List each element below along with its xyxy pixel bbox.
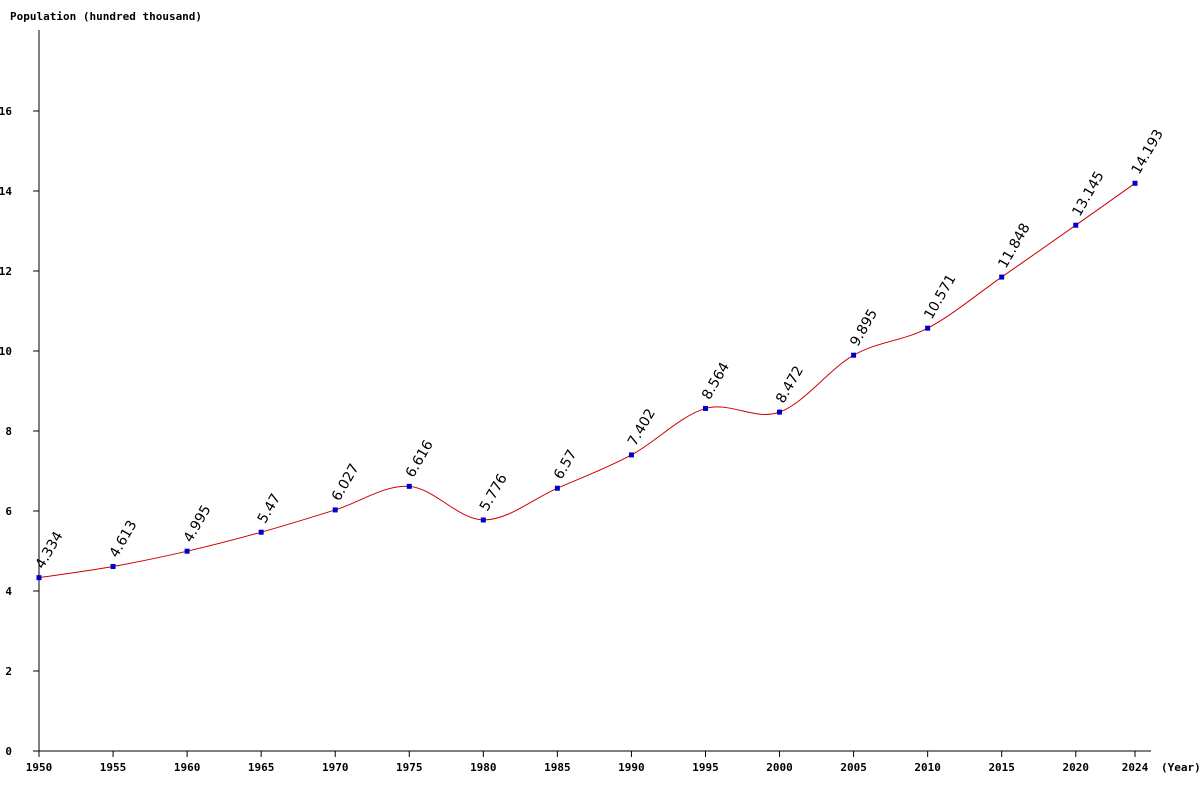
- x-tick-label: 1995: [692, 761, 719, 774]
- x-tick-label: 2010: [914, 761, 941, 774]
- y-tick-label: 0: [5, 745, 12, 758]
- x-tick-label: 2020: [1063, 761, 1090, 774]
- data-point-marker: [406, 483, 412, 489]
- x-tick-label: 1960: [174, 761, 201, 774]
- x-tick-label: 1985: [544, 761, 571, 774]
- data-label: 6.616: [403, 438, 437, 481]
- y-tick-label: 4: [5, 585, 12, 598]
- data-point-marker: [999, 274, 1005, 280]
- data-point-marker: [702, 405, 708, 411]
- data-point-marker: [777, 409, 783, 415]
- y-tick-label: 16: [0, 105, 12, 118]
- data-label: 6.027: [329, 461, 363, 504]
- data-label: 4.995: [181, 502, 215, 545]
- x-tick-label: 1990: [618, 761, 645, 774]
- x-tick-label: 1950: [26, 761, 53, 774]
- data-label: 13.145: [1069, 169, 1107, 219]
- data-label: 8.564: [699, 360, 733, 403]
- data-label: 4.613: [107, 518, 141, 561]
- data-label: 5.47: [255, 491, 284, 526]
- data-label: 5.776: [477, 471, 511, 514]
- x-tick-label: 2005: [840, 761, 867, 774]
- y-tick-label: 8: [5, 425, 12, 438]
- data-labels: 4.334 4.613 4.995 5.47 6.027 6.616 5.776 6.57 7.…: [33, 127, 1167, 572]
- y-tick-label: 6: [5, 505, 12, 518]
- data-label: 11.848: [995, 221, 1033, 271]
- data-label: 14.193: [1129, 127, 1167, 177]
- data-point-marker: [1073, 222, 1079, 228]
- data-point-marker: [925, 325, 931, 331]
- x-tick-label: 1980: [470, 761, 497, 774]
- x-tick-label: 1970: [322, 761, 349, 774]
- x-tick-label: 2015: [988, 761, 1015, 774]
- data-label: 7.402: [625, 406, 659, 449]
- series-line: [38, 182, 1136, 579]
- data-label: 9.895: [847, 306, 881, 349]
- data-point-marker: [554, 485, 560, 491]
- data-point-marker: [851, 352, 857, 358]
- x-tick-label: 1965: [248, 761, 275, 774]
- x-ticks: 1950 1955 1960 1965 1970 1975 1980 1985 1990 1995…: [26, 751, 1149, 774]
- data-point-marker: [258, 529, 264, 535]
- data-label: 6.57: [551, 447, 580, 482]
- x-tick-label: 1975: [396, 761, 423, 774]
- data-label: 10.571: [921, 272, 959, 322]
- y-tick-label: 12: [0, 265, 12, 278]
- x-axis-title: (Year): [1161, 761, 1200, 774]
- data-point-marker: [1132, 180, 1138, 186]
- y-tick-label: 14: [0, 185, 12, 198]
- data-point-marker: [628, 452, 634, 458]
- y-tick-label: 10: [0, 345, 12, 358]
- x-tick-label: 2024: [1122, 761, 1149, 774]
- x-tick-label: 2000: [766, 761, 793, 774]
- y-axis-title: Population (hundred thousand): [10, 10, 202, 23]
- y-tick-label: 2: [5, 665, 12, 678]
- x-tick-label: 1955: [100, 761, 127, 774]
- data-point-marker: [110, 563, 116, 569]
- data-markers: [36, 180, 1138, 581]
- data-point-marker: [332, 507, 338, 513]
- y-ticks: 0 2 4 6 8 10 12 14 16: [0, 105, 39, 758]
- data-point-marker: [184, 548, 190, 554]
- data-point-marker: [480, 517, 486, 523]
- data-label: 8.472: [773, 363, 807, 406]
- data-point-marker: [36, 575, 42, 581]
- data-label: 4.334: [33, 529, 67, 572]
